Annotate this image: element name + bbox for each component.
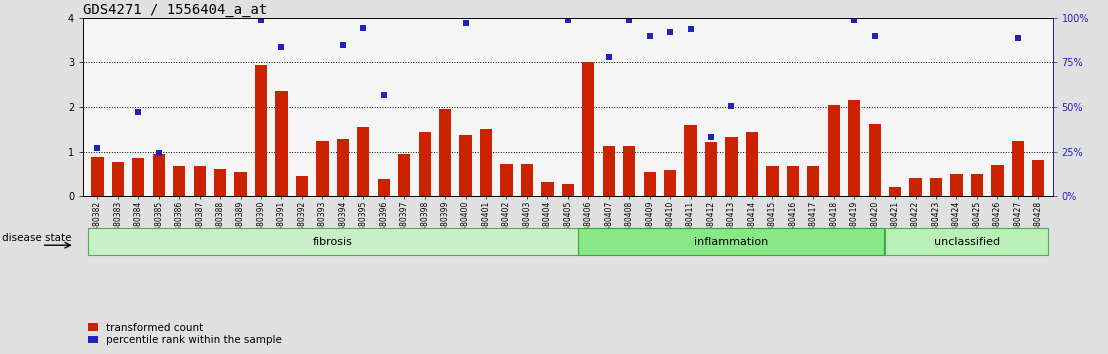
FancyBboxPatch shape <box>88 228 577 255</box>
Bar <box>848 101 860 196</box>
Bar <box>91 157 103 196</box>
Bar <box>828 105 840 196</box>
Bar <box>419 132 431 196</box>
Bar <box>603 147 615 196</box>
Bar <box>1012 141 1024 196</box>
Bar <box>214 169 226 196</box>
Bar <box>194 166 206 196</box>
Bar <box>480 130 492 196</box>
Text: disease state: disease state <box>2 233 71 243</box>
Text: unclassified: unclassified <box>934 236 999 247</box>
Bar <box>255 65 267 196</box>
Bar <box>398 154 410 196</box>
Text: fibrosis: fibrosis <box>312 236 352 247</box>
Bar <box>460 135 472 196</box>
Bar <box>930 178 942 196</box>
Bar <box>869 124 881 196</box>
FancyBboxPatch shape <box>578 228 884 255</box>
Bar <box>623 147 635 196</box>
Bar <box>112 162 124 196</box>
Bar <box>726 137 738 196</box>
Bar <box>582 62 594 196</box>
Bar <box>1033 160 1045 196</box>
Bar <box>378 179 390 196</box>
Bar <box>644 172 656 196</box>
Bar <box>664 170 676 196</box>
Text: GDS4271 / 1556404_a_at: GDS4271 / 1556404_a_at <box>83 3 267 17</box>
Legend: transformed count, percentile rank within the sample: transformed count, percentile rank withi… <box>89 322 281 345</box>
Bar <box>501 164 513 196</box>
Bar <box>992 165 1004 196</box>
Bar <box>439 109 451 196</box>
Bar <box>521 164 533 196</box>
Text: inflammation: inflammation <box>695 236 769 247</box>
Bar <box>889 187 901 196</box>
Bar <box>357 127 369 196</box>
Bar <box>562 184 574 196</box>
Bar <box>337 139 349 196</box>
Bar <box>276 91 288 196</box>
Bar <box>235 172 247 196</box>
Bar <box>296 176 308 196</box>
Bar <box>173 166 185 196</box>
Bar <box>746 132 758 196</box>
Bar <box>132 159 144 196</box>
Bar <box>787 166 799 196</box>
Bar <box>951 174 963 196</box>
Bar <box>316 141 329 196</box>
Bar <box>705 142 717 196</box>
Bar <box>767 166 779 196</box>
Bar <box>910 178 922 196</box>
Bar <box>685 125 697 196</box>
Bar <box>542 182 554 196</box>
Bar <box>971 174 983 196</box>
FancyBboxPatch shape <box>885 228 1048 255</box>
Bar <box>153 154 165 196</box>
Bar <box>807 166 820 196</box>
